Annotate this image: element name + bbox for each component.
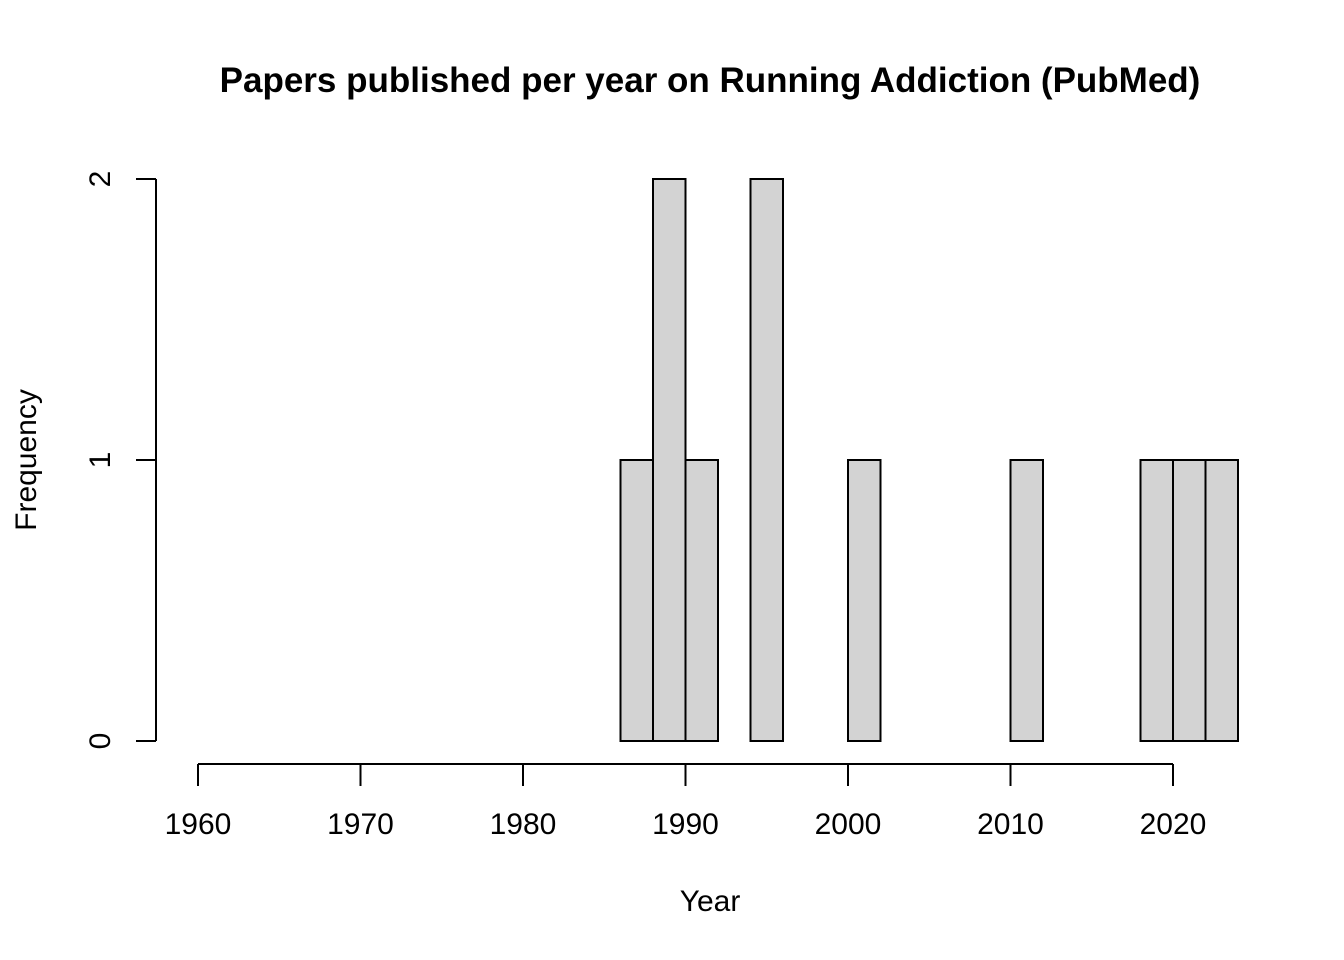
chart-title: Papers published per year on Running Add… — [220, 61, 1201, 100]
y-tick-label: 2 — [84, 171, 117, 188]
histogram-bar — [1204, 459, 1239, 742]
histogram-bar — [847, 459, 882, 742]
y-ticks-layer: 0 1 2 — [84, 171, 156, 750]
bars-layer — [619, 178, 1239, 742]
x-tick-label: 2010 — [977, 808, 1044, 841]
y-tick-label: 1 — [84, 452, 117, 469]
histogram-bar — [684, 459, 719, 742]
x-tick-label: 1990 — [652, 808, 719, 841]
x-axis-label: Year — [680, 885, 741, 918]
histogram-bar — [1172, 459, 1207, 742]
x-tick-label: 1970 — [327, 808, 394, 841]
y-tick-label: 0 — [84, 733, 117, 750]
x-tick-label: 2020 — [1140, 808, 1207, 841]
histogram-bar — [1009, 459, 1044, 742]
histogram-bar — [652, 178, 687, 742]
x-tick-label: 1980 — [490, 808, 557, 841]
x-tick-label: 2000 — [815, 808, 882, 841]
y-axis-label: Frequency — [10, 389, 43, 531]
x-ticks-layer: 1960 1970 1980 1990 2000 2010 2020 — [165, 764, 1207, 841]
histogram-bar — [1139, 459, 1174, 742]
x-tick-label: 1960 — [165, 808, 232, 841]
histogram-bar — [619, 459, 654, 742]
histogram-bar — [749, 178, 784, 742]
